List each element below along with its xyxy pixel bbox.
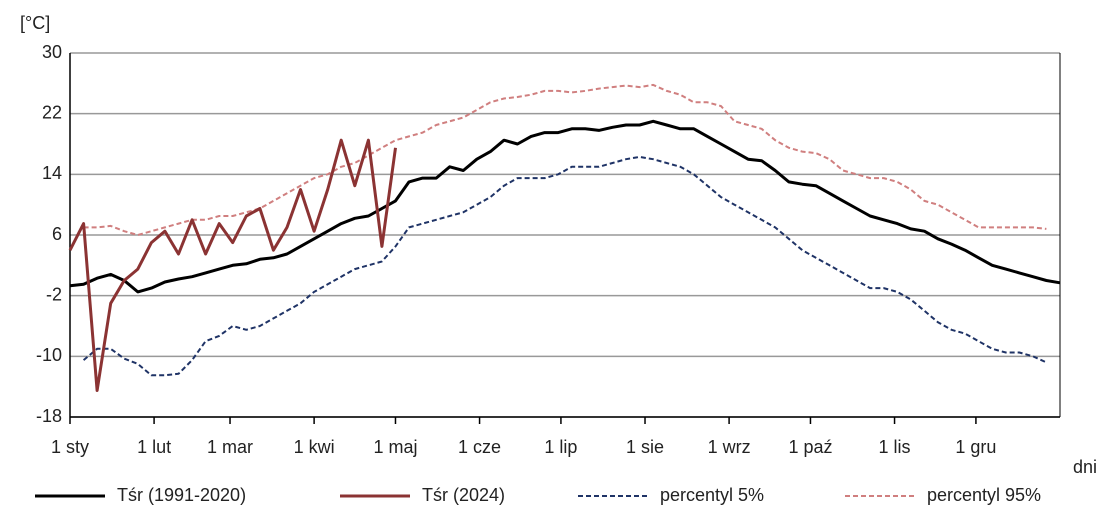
x-tick-label: 1 sie — [626, 437, 664, 457]
y-tick-label: -2 — [46, 284, 62, 304]
y-tick-label: -18 — [36, 406, 62, 426]
x-tick-label: 1 lis — [879, 437, 911, 457]
series-line — [69, 119, 1061, 294]
series-line — [68, 138, 397, 392]
y-tick-label: 14 — [42, 163, 62, 183]
x-tick-label: 1 lut — [137, 437, 171, 457]
x-tick-label: 1 wrz — [708, 437, 751, 457]
x-tick-label: 1 lip — [544, 437, 577, 457]
legend-label: percentyl 5% — [660, 485, 764, 505]
legend-label: Tśr (2024) — [422, 485, 505, 505]
x-tick-label: 1 paź — [788, 437, 832, 457]
x-tick-label: 1 sty — [51, 437, 89, 457]
x-tick-label: 1 cze — [458, 437, 501, 457]
x-tick-label: 1 gru — [955, 437, 996, 457]
y-axis-label: [°C] — [20, 13, 50, 33]
series-line — [82, 155, 1047, 377]
x-tick-label: 1 maj — [373, 437, 417, 457]
y-tick-label: 30 — [42, 42, 62, 62]
y-tick-label: -10 — [36, 345, 62, 365]
y-tick-label: 22 — [42, 102, 62, 122]
y-tick-label: 6 — [52, 224, 62, 244]
series-line — [83, 83, 1047, 236]
x-tick-label: 1 kwi — [294, 437, 335, 457]
x-tick-label: 1 mar — [207, 437, 253, 457]
legend-label: percentyl 95% — [927, 485, 1041, 505]
legend-label: Tśr (1991-2020) — [117, 485, 246, 505]
x-axis-label: dni — [1073, 457, 1097, 477]
